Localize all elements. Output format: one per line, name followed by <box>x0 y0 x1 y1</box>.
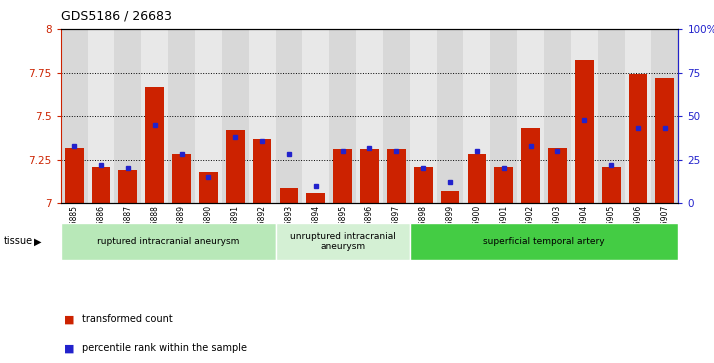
Bar <box>61 223 276 260</box>
Bar <box>119 170 137 203</box>
Bar <box>494 167 513 203</box>
Bar <box>414 167 433 203</box>
Text: unruptured intracranial
aneurysm: unruptured intracranial aneurysm <box>290 232 396 251</box>
Bar <box>253 139 271 203</box>
Bar <box>651 29 678 203</box>
Bar <box>575 60 594 203</box>
Text: superficial temporal artery: superficial temporal artery <box>483 237 605 246</box>
Bar <box>437 29 463 203</box>
Bar <box>329 29 356 203</box>
Bar <box>517 29 544 203</box>
Text: ■: ■ <box>64 343 75 354</box>
Bar <box>248 29 276 203</box>
Bar <box>195 29 222 203</box>
Bar <box>276 29 302 203</box>
Bar <box>548 147 567 203</box>
Bar <box>625 29 651 203</box>
Text: ▶: ▶ <box>34 236 41 246</box>
Bar <box>333 149 352 203</box>
Bar <box>410 223 678 260</box>
Bar <box>602 167 620 203</box>
Bar <box>280 188 298 203</box>
Text: GDS5186 / 26683: GDS5186 / 26683 <box>61 9 171 22</box>
Bar <box>145 86 164 203</box>
Bar <box>226 130 245 203</box>
Bar <box>571 29 598 203</box>
Bar <box>628 74 648 203</box>
Bar <box>491 29 517 203</box>
Bar <box>302 29 329 203</box>
Bar <box>387 149 406 203</box>
Bar <box>65 147 84 203</box>
Bar <box>463 29 491 203</box>
Bar <box>306 193 325 203</box>
Bar <box>598 29 625 203</box>
Text: transformed count: transformed count <box>82 314 173 325</box>
Bar <box>276 223 410 260</box>
Bar <box>441 191 459 203</box>
Text: percentile rank within the sample: percentile rank within the sample <box>82 343 247 354</box>
Bar <box>199 172 218 203</box>
Bar <box>222 29 248 203</box>
Text: tissue: tissue <box>4 236 33 246</box>
Bar <box>114 29 141 203</box>
Bar <box>172 155 191 203</box>
Text: ruptured intracranial aneurysm: ruptured intracranial aneurysm <box>97 237 239 246</box>
Bar <box>655 78 674 203</box>
Bar <box>468 155 486 203</box>
Bar <box>61 29 88 203</box>
Text: ■: ■ <box>64 314 75 325</box>
Bar <box>544 29 571 203</box>
Bar <box>383 29 410 203</box>
Bar <box>168 29 195 203</box>
Bar <box>360 149 379 203</box>
Bar <box>356 29 383 203</box>
Bar <box>521 129 540 203</box>
Bar <box>410 29 437 203</box>
Bar <box>141 29 168 203</box>
Bar <box>91 167 111 203</box>
Bar <box>88 29 114 203</box>
